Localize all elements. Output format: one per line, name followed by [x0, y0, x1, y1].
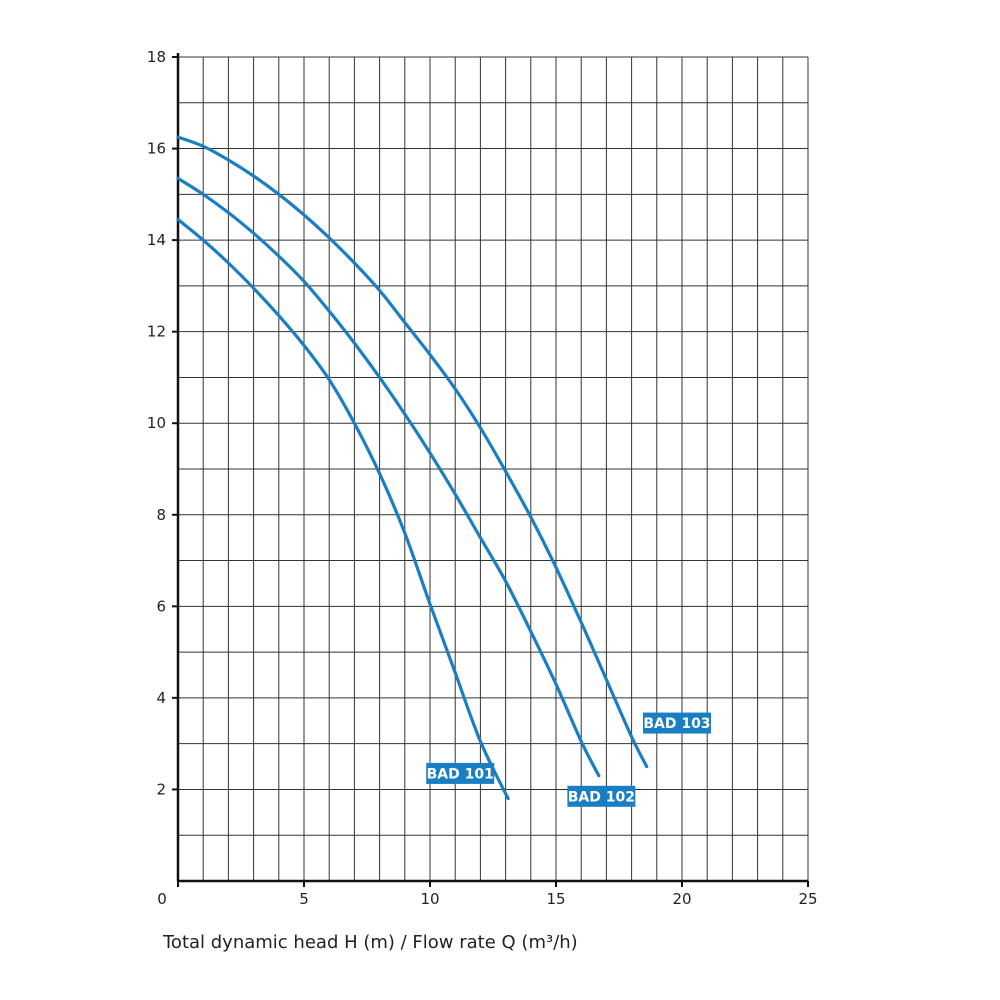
x-tick-label: 5	[299, 890, 309, 908]
y-tick-label: 8	[156, 506, 166, 524]
series-label-bad-103: BAD 103	[642, 712, 711, 734]
y-tick-label: 6	[156, 597, 166, 615]
series-label-bad-101: BAD 101	[426, 762, 495, 784]
y-tick-label: 16	[147, 140, 166, 158]
series-line-bad-102	[176, 176, 601, 778]
y-tick-label: 18	[147, 48, 166, 66]
series-line-bad-103	[176, 135, 649, 769]
series-label-text: BAD 101	[427, 766, 494, 782]
x-tick-label: 10	[420, 890, 439, 908]
grid	[178, 56, 809, 881]
y-tick-label: 2	[156, 780, 166, 798]
series-labels: BAD 101 BAD 102 BAD 103	[426, 712, 711, 807]
axes	[172, 53, 809, 887]
y-tick-label: 12	[147, 323, 166, 341]
x-tick-label: 25	[798, 890, 817, 908]
series-label-box	[567, 785, 636, 807]
series-label-box	[426, 762, 495, 784]
tick-labels: 0 5 10 15 20 25 2 4 6 8 10 12 14 16 18	[147, 48, 818, 908]
y-tick-label: 10	[147, 414, 166, 432]
series-label-text: BAD 103	[643, 716, 710, 732]
series-label-box	[642, 712, 711, 734]
x-axis-label: Total dynamic head H (m) / Flow rate Q (…	[162, 932, 578, 953]
y-tick-label: 14	[147, 231, 166, 249]
series-lines	[176, 135, 649, 801]
series-label-text: BAD 102	[568, 789, 635, 805]
x-tick-label: 15	[546, 890, 565, 908]
y-tick-label: 4	[156, 689, 166, 707]
series-line-bad-101	[176, 217, 510, 801]
series-label-bad-102: BAD 102	[567, 785, 636, 807]
x-tick-label: 20	[672, 890, 691, 908]
x-tick-label: 0	[157, 890, 167, 908]
